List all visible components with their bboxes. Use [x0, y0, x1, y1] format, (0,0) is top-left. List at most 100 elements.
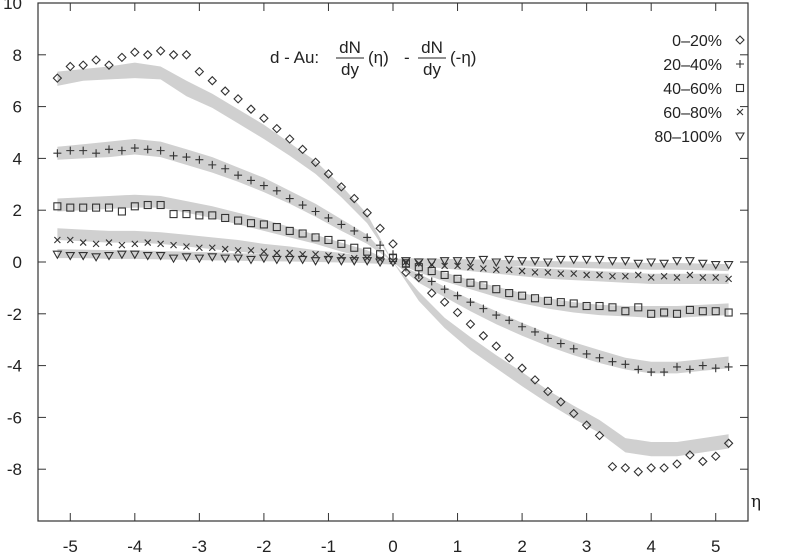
data-point — [673, 274, 681, 281]
data-point — [285, 194, 294, 203]
y-tick-label: 10 — [3, 0, 22, 13]
data-point — [505, 266, 513, 274]
data-point — [479, 265, 487, 272]
x-tick-label: 1 — [453, 537, 462, 556]
data-point — [337, 253, 345, 261]
x-axis-label: η — [751, 492, 761, 512]
data-point — [156, 146, 165, 155]
series-1 — [52, 46, 734, 477]
data-point — [324, 213, 333, 222]
data-point — [388, 239, 398, 249]
x-tick-label: -2 — [256, 537, 271, 556]
data-point — [685, 305, 694, 314]
data-point — [621, 307, 630, 316]
data-point — [65, 251, 76, 261]
data-point — [260, 248, 268, 256]
data-point — [697, 259, 708, 269]
data-point — [621, 360, 630, 369]
legend-marker — [735, 35, 745, 45]
data-point — [131, 240, 139, 248]
data-point — [659, 463, 669, 473]
title-arg2: (-η) — [450, 48, 476, 67]
data-point — [686, 271, 694, 279]
data-point — [698, 361, 707, 370]
data-point — [362, 257, 373, 266]
y-tick-label: -8 — [7, 460, 22, 479]
data-point — [659, 259, 670, 269]
data-point — [105, 145, 113, 154]
data-point — [672, 309, 682, 318]
data-point — [542, 258, 553, 268]
data-point — [155, 251, 166, 261]
x-tick-label: 5 — [711, 537, 720, 556]
x-tick-label: -5 — [63, 537, 78, 556]
data-point — [710, 261, 721, 270]
data-point — [375, 258, 386, 268]
data-point — [581, 255, 592, 265]
series-4 — [53, 236, 733, 283]
data-point — [271, 255, 282, 265]
data-point — [684, 257, 695, 266]
data-point — [685, 450, 695, 460]
data-point — [52, 250, 63, 260]
data-point — [349, 257, 360, 266]
data-point — [375, 223, 385, 234]
legend-marker — [736, 108, 744, 116]
data-point — [104, 60, 114, 70]
data-point — [712, 274, 720, 281]
y-tick-label: 4 — [13, 149, 22, 168]
data-point — [568, 255, 579, 265]
x-tick-label: 2 — [517, 537, 526, 556]
data-point — [556, 339, 565, 348]
data-point — [673, 362, 681, 371]
data-point — [518, 291, 527, 300]
data-point — [66, 203, 75, 212]
data-point — [724, 308, 733, 317]
data-point — [92, 149, 101, 158]
data-point — [530, 294, 540, 303]
y-tick-label: 8 — [13, 46, 22, 65]
data-point — [646, 463, 656, 473]
title-frac1-denominator: dy — [341, 60, 359, 79]
y-tick-label: 2 — [13, 201, 22, 220]
title-arg1: (η) — [368, 48, 389, 67]
data-point — [413, 258, 424, 268]
data-point — [324, 235, 333, 245]
data-point — [685, 365, 694, 374]
data-point — [439, 257, 450, 266]
data-point — [607, 257, 618, 266]
data-point — [312, 250, 319, 258]
data-point — [363, 247, 372, 256]
title-frac2-denominator: dy — [423, 60, 441, 79]
x-tick-label: 0 — [388, 537, 397, 556]
uncertainty-band-3 — [57, 194, 729, 318]
data-point — [337, 220, 346, 229]
data-point — [427, 267, 436, 276]
y-tick-label: -2 — [7, 305, 22, 324]
data-point — [79, 146, 88, 155]
data-point — [530, 257, 540, 266]
data-point — [401, 259, 410, 268]
data-point — [259, 113, 269, 124]
data-point — [142, 251, 153, 261]
data-point — [182, 153, 191, 162]
data-point — [350, 243, 359, 252]
data-point — [609, 272, 616, 280]
data-point — [543, 296, 552, 305]
data-point — [130, 202, 139, 211]
data-point — [608, 357, 617, 366]
data-point — [594, 255, 605, 265]
data-point — [530, 375, 540, 385]
data-point — [117, 146, 126, 155]
data-point — [272, 123, 282, 134]
data-point — [426, 288, 437, 298]
data-point — [156, 200, 165, 210]
data-point — [207, 75, 218, 86]
data-point — [65, 61, 76, 72]
data-point — [556, 298, 565, 307]
data-point — [388, 258, 398, 268]
data-point — [169, 151, 178, 160]
data-point — [710, 451, 721, 462]
data-point — [247, 176, 255, 185]
data-point — [273, 249, 281, 257]
